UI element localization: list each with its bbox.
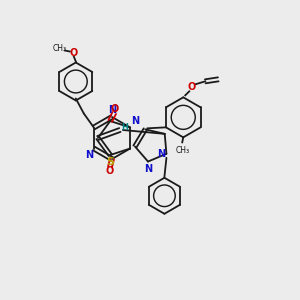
Text: H: H <box>122 122 128 131</box>
Text: N: N <box>131 116 139 127</box>
Text: O: O <box>106 166 114 176</box>
Text: S: S <box>106 157 114 167</box>
Text: N: N <box>108 105 116 115</box>
Text: O: O <box>187 82 195 92</box>
Text: CH₃: CH₃ <box>175 146 189 155</box>
Text: CH₃: CH₃ <box>53 44 67 53</box>
Text: O: O <box>70 47 78 58</box>
Text: N: N <box>144 164 152 174</box>
Text: N: N <box>85 149 93 160</box>
Text: N: N <box>157 149 165 159</box>
Text: O: O <box>110 104 118 114</box>
